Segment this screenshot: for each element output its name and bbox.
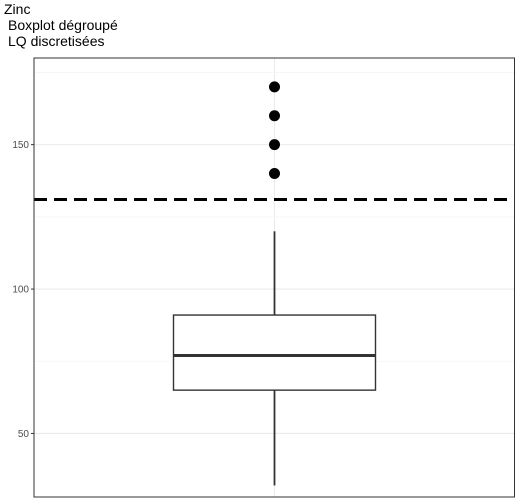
y-tick-label: 50	[18, 429, 30, 440]
chart-subtitle-line-1: Boxplot dégroupé	[8, 17, 118, 33]
outlier-point	[269, 139, 280, 151]
outlier-point	[269, 81, 280, 93]
chart-title-block: Zinc Boxplot dégroupé LQ discretisées	[4, 1, 118, 49]
outlier-point	[269, 110, 280, 122]
y-tick-label: 100	[12, 285, 29, 296]
outlier-point	[269, 168, 280, 180]
box-iqr	[172, 314, 377, 391]
data-marks	[34, 81, 515, 486]
y-tick-label: 150	[12, 140, 29, 151]
chart-subtitle-line-2: LQ discretisées	[8, 33, 105, 49]
y-axis-ticks: 50 100 150	[12, 140, 34, 440]
chart-title: Zinc	[4, 1, 31, 17]
